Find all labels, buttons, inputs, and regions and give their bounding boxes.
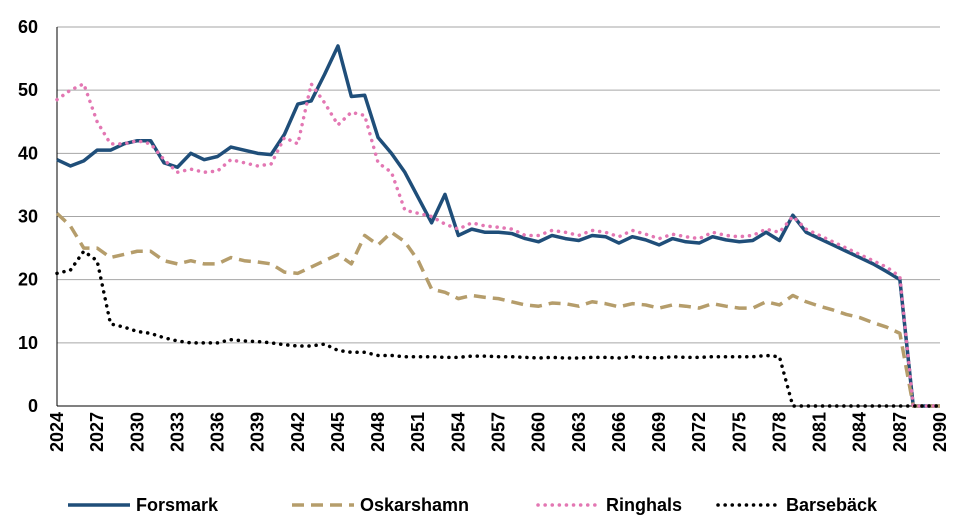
x-tick-label: 2042 [288,412,308,452]
x-tick-label: 2063 [569,412,589,452]
series-line [56,44,940,408]
x-tick-label: 2036 [208,412,228,452]
x-tick-label: 2045 [328,412,348,452]
x-tick-label: 2066 [609,412,629,452]
x-tick-label: 2027 [87,412,107,452]
series-line [55,82,942,408]
x-tick-label: 2030 [127,412,147,452]
x-tick-label: 2024 [47,412,67,452]
legend-label: Ringhals [606,495,682,515]
x-tick-label: 2087 [890,412,910,452]
legend-label: Forsmark [136,495,219,515]
x-tick-label: 2081 [810,412,830,452]
x-tick-label: 2072 [689,412,709,452]
y-tick-label: 30 [18,207,38,227]
x-tick-label: 2084 [850,412,870,452]
y-tick-label: 10 [18,333,38,353]
y-tick-label: 60 [18,17,38,37]
x-tick-label: 2057 [489,412,509,452]
x-tick-label: 2039 [248,412,268,452]
x-tick-label: 2090 [930,412,950,452]
y-tick-label: 40 [18,143,38,163]
x-tick-label: 2078 [769,412,789,452]
x-tick-label: 2054 [448,412,468,452]
legend-label: Barsebäck [786,495,878,515]
x-tick-label: 2069 [649,412,669,452]
y-tick-label: 0 [28,396,38,416]
x-tick-label: 2060 [529,412,549,452]
y-tick-label: 50 [18,80,38,100]
y-tick-label: 20 [18,270,38,290]
x-tick-label: 2051 [408,412,428,452]
x-tick-label: 2048 [368,412,388,452]
series-line [55,249,942,408]
x-tick-label: 2033 [167,412,187,452]
series-line [55,212,940,408]
legend-label: Oskarshamn [360,495,469,515]
x-tick-label: 2075 [729,412,749,452]
